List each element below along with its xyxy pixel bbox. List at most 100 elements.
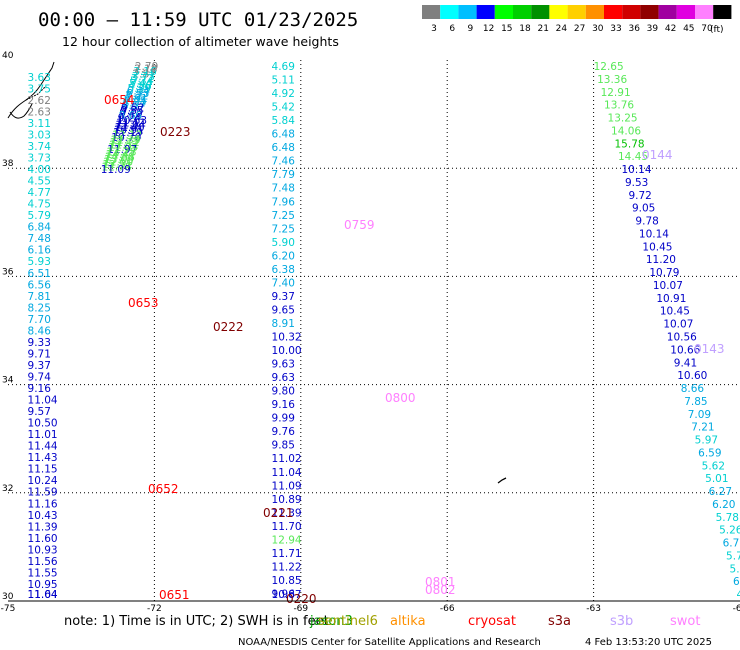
wave-height-label: 13.28: [106, 147, 136, 159]
wave-height-label: 12.50: [103, 156, 133, 168]
wave-height-label: 6.91: [124, 93, 147, 105]
legend-swatch: [476, 5, 495, 19]
wave-height-label: 3.73: [28, 152, 51, 164]
wave-height-label: 10.14: [621, 164, 651, 176]
wave-height-label: 5.78: [716, 512, 739, 524]
wave-height-label: 9.80: [272, 386, 295, 398]
wave-height-label: 12.91: [601, 87, 631, 99]
wave-height-label: 10.07: [653, 280, 683, 292]
wave-height-label: 10.91: [114, 125, 144, 137]
wave-height-label: 8.25: [28, 302, 51, 314]
wave-height-label: 7.25: [272, 210, 295, 222]
wave-height-label: 7.09: [688, 409, 711, 421]
legend-swatch: [494, 5, 513, 19]
wave-height-label: 10.60: [677, 370, 707, 382]
wave-height-label: 5.84: [272, 115, 296, 127]
wave-height-label: 7.05: [123, 95, 146, 107]
wave-height-label: 9.41: [674, 357, 697, 369]
wave-height-label: 5.04: [730, 563, 740, 575]
wave-height-label: 9.99: [272, 413, 295, 425]
footer-timestamp: 4 Feb 13:53:20 UTC 2025: [585, 637, 712, 648]
wave-height-label: 2.62: [28, 95, 51, 107]
wave-height-label: 2.63: [28, 106, 51, 118]
wave-height-label: 7.46: [272, 156, 296, 168]
legend-label: 36: [628, 24, 640, 34]
wave-height-label: 9.65: [272, 304, 295, 316]
wave-height-label: 10.91: [656, 293, 686, 305]
wave-height-label: 9.72: [628, 190, 651, 202]
wave-height-label: 10.70: [111, 132, 141, 144]
wave-height-label: 7.48: [272, 183, 295, 195]
wave-height-label: 11.04: [115, 120, 145, 132]
wave-height-label: 11.04: [272, 467, 302, 479]
wave-height-label: 5.79: [28, 210, 51, 222]
legend-label: 27: [574, 24, 585, 34]
wave-height-label: 11.71: [272, 548, 302, 560]
wave-height-label: 6.27: [709, 486, 732, 498]
plot-area: 2.792.183.162.873.733.725.345.444.865.39…: [7, 60, 740, 606]
wave-height-label: 12.05: [108, 142, 138, 154]
satellite-legend-item: cryosat: [468, 614, 516, 629]
wave-height-label: 11.56: [28, 556, 58, 568]
wave-height-label: 7.81: [28, 291, 51, 303]
wave-height-label: 10.45: [660, 306, 690, 318]
legend-swatch: [422, 5, 441, 19]
wave-height-label: 7.79: [272, 169, 295, 181]
pass-time-label: 0801: [425, 575, 456, 589]
wave-height-label: 9.85: [120, 105, 143, 117]
wave-height-label: 5.39: [128, 83, 151, 95]
x-tick-label: -63: [586, 604, 601, 614]
legend-swatch: [458, 5, 477, 19]
wave-height-label: 11.04: [28, 395, 58, 407]
legend-label: 39: [647, 24, 659, 34]
wave-height-label: 4.55: [28, 176, 51, 188]
wave-height-label: 7.96: [272, 196, 296, 208]
pass-time-label: 0222: [213, 320, 244, 334]
wave-height-label: 7.40: [272, 277, 295, 289]
wave-height-label: 5.11: [272, 75, 295, 87]
legend-label: 21: [537, 24, 548, 34]
wave-height-label: 9.15: [119, 108, 142, 120]
wave-height-label: 4.92: [272, 88, 295, 100]
pass-time-label: 0143: [694, 342, 725, 356]
footer-credit: NOAA/NESDIS Center for Satellite Applica…: [238, 637, 541, 648]
pass-time-label: 0223: [160, 125, 191, 139]
wave-height-label: 7.25: [272, 223, 295, 235]
wave-height-label: 9.85: [272, 440, 295, 452]
wave-height-label: 10.07: [663, 319, 693, 331]
wave-height-label: 4.86: [128, 81, 152, 93]
wave-height-label: 12.12: [112, 130, 142, 142]
legend-swatch: [713, 5, 732, 19]
y-axis-ticks: 30 32 34 36 38 40: [2, 51, 14, 602]
x-tick-label: -66: [440, 604, 455, 614]
wave-height-label: 9.63: [272, 359, 295, 371]
wave-height-label: 11.20: [646, 254, 676, 266]
wave-height-label: 9.37: [28, 360, 51, 372]
pass-time-label: 0221: [263, 506, 294, 520]
wave-height-label: 6.16: [28, 245, 52, 257]
wave-height-label: 9.78: [635, 216, 658, 228]
wave-height-label: 14.45: [618, 151, 648, 163]
legend-swatch: [440, 5, 459, 19]
wave-height-label: 6.20: [272, 250, 295, 262]
wave-height-label: 6.53: [126, 88, 149, 100]
wave-height-label: 6.20: [712, 499, 735, 511]
wave-height-label: 4.75: [28, 199, 51, 211]
legend-swatch: [695, 5, 714, 19]
wave-height-label: 9.71: [28, 348, 51, 360]
wave-height-label: 7.48: [28, 233, 51, 245]
wave-height-label: 11.16: [28, 498, 58, 510]
wave-height-label: 10.14: [639, 228, 669, 240]
wave-height-label: 6.38: [272, 264, 295, 276]
wave-height-label: 10.50: [28, 418, 58, 430]
x-tick-label: -72: [147, 604, 162, 614]
page-title: 00:00 – 11:59 UTC 01/23/2025: [38, 9, 358, 31]
pass-time-label: 0144: [642, 148, 673, 162]
wave-height-label: 2.87: [132, 68, 155, 80]
y-tick-label: 36: [2, 267, 14, 277]
wave-height-label: 6.84: [28, 222, 52, 234]
altimeter-tracks: 2.792.183.162.873.733.725.345.444.865.39…: [28, 61, 740, 601]
legend-label: 24: [556, 24, 568, 34]
